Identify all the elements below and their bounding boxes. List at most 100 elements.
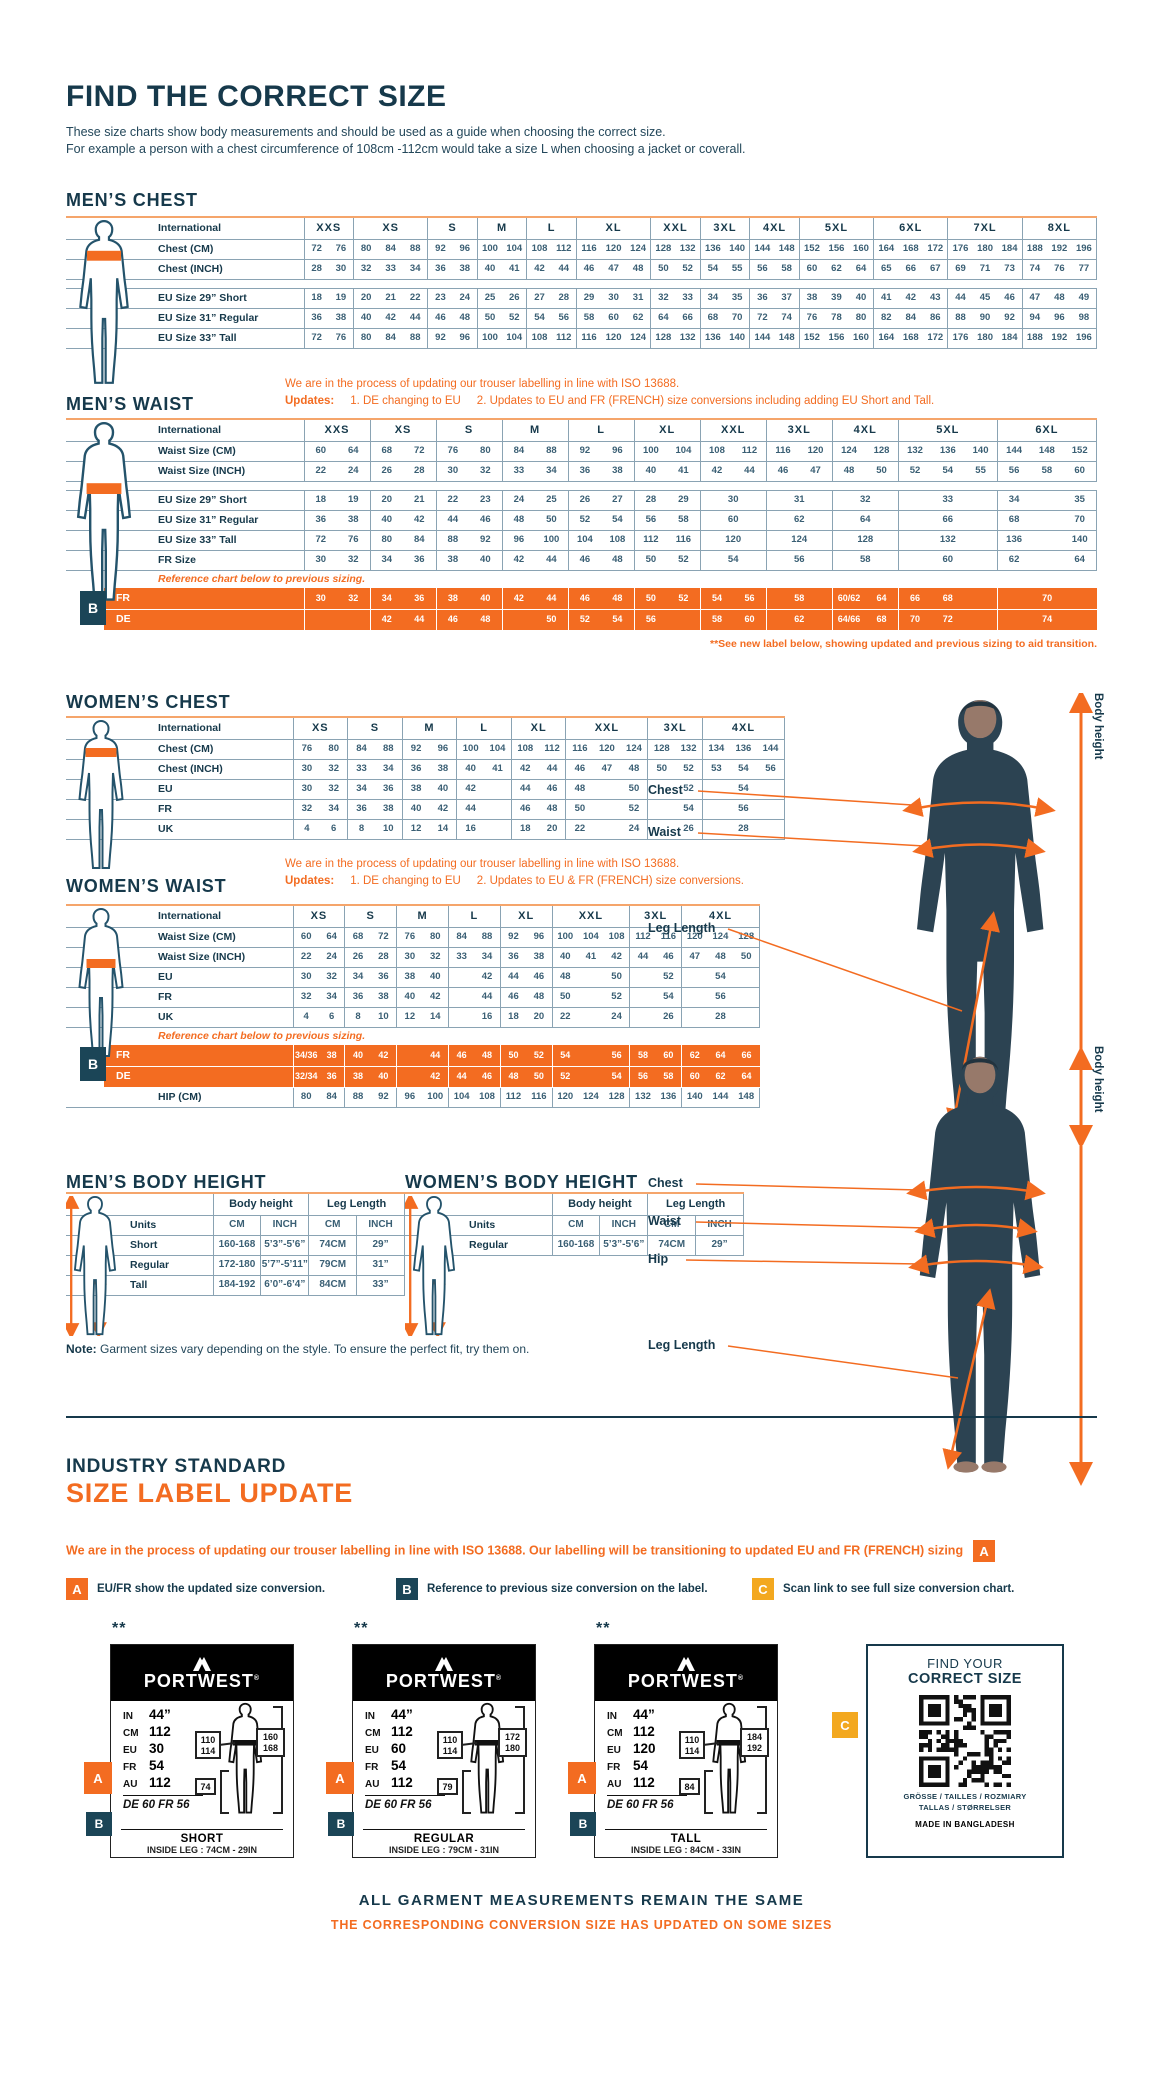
size-cell: 52 [675,779,703,800]
size-cell [593,799,621,820]
size-cell: 62 [765,609,833,631]
size-cell: 30 [435,461,470,482]
size-cell: 88 [403,328,428,349]
size-cell: 48 [538,799,566,820]
intro-text: These size charts show body measurements… [66,124,746,158]
size-cell [1030,490,1064,511]
size-cell: 46 [474,1066,501,1088]
size-cell: 108 [526,239,552,260]
size-cell: 76 [328,239,354,260]
size-cell: 56 [633,609,668,631]
size-label-update-heading: SIZE LABEL UPDATE [66,1478,354,1508]
womens-waist-title: WOMEN’S WAIST [66,876,227,896]
size-value: 120 [633,1741,656,1756]
size-cell: 132 [931,530,965,551]
size-value: 44” [391,1707,413,1722]
size-cell: 42 [369,609,404,631]
size-cell: 192 [1046,239,1072,260]
size-cell: 92 [401,739,430,760]
size-cell: 148 [774,239,800,260]
row-label: Chest (CM) [66,739,293,760]
size-cell: 100 [551,927,578,948]
table-row: Regular 172-180 5’7”-5’11” 79CM 31” [66,1255,405,1276]
size-cell: 18 [499,1007,527,1028]
size-cell: 108 [603,927,630,948]
size-cell: 77 [1071,259,1097,280]
row-label: UK [66,1007,293,1028]
size-cell: 66 [675,308,701,329]
hip-label: Hip [648,1252,669,1266]
size-cell: 36 [370,967,397,988]
note-body: Garment sizes vary depending on the styl… [100,1342,530,1356]
size-cell: 132 [675,739,703,760]
size-row: FR 54 [365,1758,445,1775]
size-cell: 29 [667,490,701,511]
size-cell: 20 [526,1007,553,1028]
size-cell: 50 [551,987,578,1008]
table-row: DE 42 44 46 48 50 52 54 56 58 60 62 64/66 68 70 72 74 [66,609,1097,631]
size-cell: 4 [292,1007,319,1028]
table-row: Units CM INCH CM INCH [66,1215,405,1236]
table-row: EU Size 31” Regular 36 38 40 42 44 46 48 50 52 54 5… [66,510,1098,531]
size-cell [629,1007,656,1028]
size-cell: 144 [757,739,786,760]
badge-a: A [568,1762,596,1794]
size-cell: 104 [484,739,512,760]
size-value: 112 [149,1775,171,1790]
size-cell: 176 [947,239,973,260]
spacer-row [66,481,1097,491]
size-cell: 46 [997,288,1023,309]
size-cell: 71 [972,259,998,280]
size-cell: 42 [403,510,437,531]
size-cell: 164 [873,239,899,260]
size-cell: 12 [396,1007,423,1028]
size-cell: CM [308,1215,357,1236]
size-cell [733,987,761,1008]
intro-line-2: For example a person with a chest circum… [66,142,746,156]
size-cell: 152 [798,328,825,349]
svg-text:114: 114 [685,1746,700,1756]
size-cell: 58 [629,1045,656,1067]
size-cell: 120 [601,239,626,260]
size-cell [897,510,932,531]
row-label: EU Size 29” Short [66,490,304,511]
portwest-logo-icon [435,1656,453,1671]
size-cell: 68 [996,510,1031,531]
size-cell: 112 [551,328,577,349]
size-cell: 33 [501,461,536,482]
size-cell: 47 [799,461,833,482]
size-cell: 98 [1071,308,1097,329]
size-cell: 22 [303,461,338,482]
size-cell: 128 [650,239,676,260]
mens_waist-grid: International XXS XS S M L XL XXL 3XL 4XL 5XL 6XL Wa… [66,418,1098,631]
size-cell: 136 [931,441,965,462]
size-cell [733,967,761,988]
size-cell: 68 [931,588,965,610]
size-cell: 54 [699,588,734,610]
size-cell: 44 [535,588,569,610]
size-cell: 38 [337,510,371,531]
size-cell: 60 [931,550,965,571]
legend: A EU/FR show the updated size conversion… [66,1578,1097,1602]
size-cell: 62 [996,550,1031,571]
size-cell: 92 [997,308,1023,329]
size-cell: 132 [897,441,932,462]
table-row: EU Size 29” Short 18 19 20 21 22 23 24 25 26 27 28 2… [66,288,1097,309]
svg-text:110: 110 [443,1735,458,1745]
size-cell: 52 [655,967,682,988]
size-cell: 80 [320,739,348,760]
size-cell: 84 [501,441,536,462]
size-cell: 68 [865,609,899,631]
size-cell: 44 [447,1066,475,1088]
size-cell: 52 [675,259,701,280]
size-cell: 132 [629,1087,656,1108]
size-cell: 58 [655,1066,682,1088]
size-cell: 88 [947,308,973,329]
table-row: Waist Size (INCH) 22 24 26 28 30 32 33 34 36 38 40 4… [66,461,1098,482]
size-group-header: S [344,905,397,928]
size-cell: 180 [972,328,998,349]
section-mens-waist: We are in the process of updating our tr… [66,374,1098,674]
size-cell: 172-180 [212,1255,261,1276]
size-cell: 30 [292,759,321,780]
size-cell [447,987,475,1008]
